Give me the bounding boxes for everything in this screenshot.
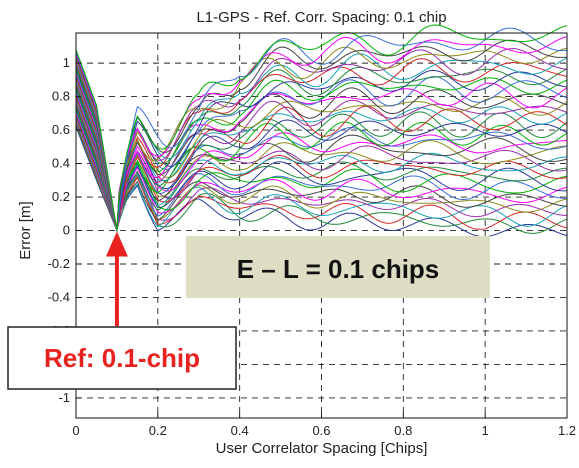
- reference-label: Ref: 0.1-chip: [44, 343, 200, 373]
- series-line: [75, 93, 567, 231]
- series-line: [75, 87, 568, 231]
- series-line: [75, 75, 568, 231]
- series-group: [75, 24, 568, 238]
- x-tick-label: 0.4: [231, 423, 249, 438]
- x-tick-label: 0.2: [149, 423, 167, 438]
- x-tick-label: 0: [72, 423, 79, 438]
- y-axis-label: Error [m]: [17, 201, 34, 259]
- series-line: [75, 102, 568, 231]
- y-tick-label: 0.2: [52, 189, 70, 204]
- y-tick-label: 0: [63, 223, 70, 238]
- series-line: [75, 65, 568, 231]
- x-tick-label: 0.6: [312, 423, 330, 438]
- spacing-annotation-text: E – L = 0.1 chips: [237, 254, 440, 284]
- reference-arrow-head: [105, 231, 128, 257]
- series-line: [75, 77, 568, 231]
- series-line: [75, 79, 568, 231]
- y-tick-label: 1: [63, 55, 70, 70]
- chart-title: L1-GPS - Ref. Corr. Spacing: 0.1 chip: [196, 9, 446, 26]
- series-line: [75, 53, 568, 231]
- series-line: [75, 100, 567, 231]
- reference-annotation: Ref: 0.1-chip: [7, 231, 237, 390]
- series-line: [75, 94, 568, 231]
- series-line: [75, 81, 568, 231]
- series-line: [75, 73, 568, 231]
- series-line: [75, 108, 568, 231]
- series-line: [75, 27, 568, 231]
- spacing-annotation-background: [186, 236, 490, 298]
- reference-label-box: [7, 326, 237, 390]
- series-line: [75, 122, 568, 231]
- series-line: [75, 83, 568, 231]
- series-line: [75, 71, 568, 231]
- series-line: [75, 48, 568, 231]
- series-line: [75, 58, 568, 231]
- y-tick-label: 0.8: [52, 89, 70, 104]
- y-tick-label: -0.4: [48, 289, 70, 304]
- x-tick-label: 1: [482, 423, 489, 438]
- y-tick-label: -1: [58, 390, 70, 405]
- y-tick-label: 0.4: [52, 156, 70, 171]
- x-tick-label: 0.8: [394, 423, 412, 438]
- y-tick-label: 0.6: [52, 122, 70, 137]
- x-ticks: 0 0.2 0.4 0.6 0.8 1 1.2: [72, 413, 576, 438]
- series-line: [75, 106, 568, 231]
- series-line: [75, 118, 568, 233]
- series-line: [75, 114, 568, 231]
- series-line: [75, 124, 568, 234]
- spacing-annotation-box: E – L = 0.1 chips: [186, 236, 490, 298]
- series-line: [75, 112, 568, 231]
- series-line: [75, 98, 568, 231]
- series-line: [75, 120, 568, 231]
- series-line: [75, 39, 568, 231]
- y-tick-label: -0.2: [48, 256, 70, 271]
- x-axis-label: User Correlator Spacing [Chips]: [216, 440, 428, 457]
- series-line: [75, 104, 568, 231]
- series-line: [75, 69, 568, 231]
- x-tick-label: 1.2: [558, 423, 576, 438]
- series-line: [75, 85, 568, 231]
- series-line: [75, 24, 568, 231]
- series-line: [75, 36, 568, 231]
